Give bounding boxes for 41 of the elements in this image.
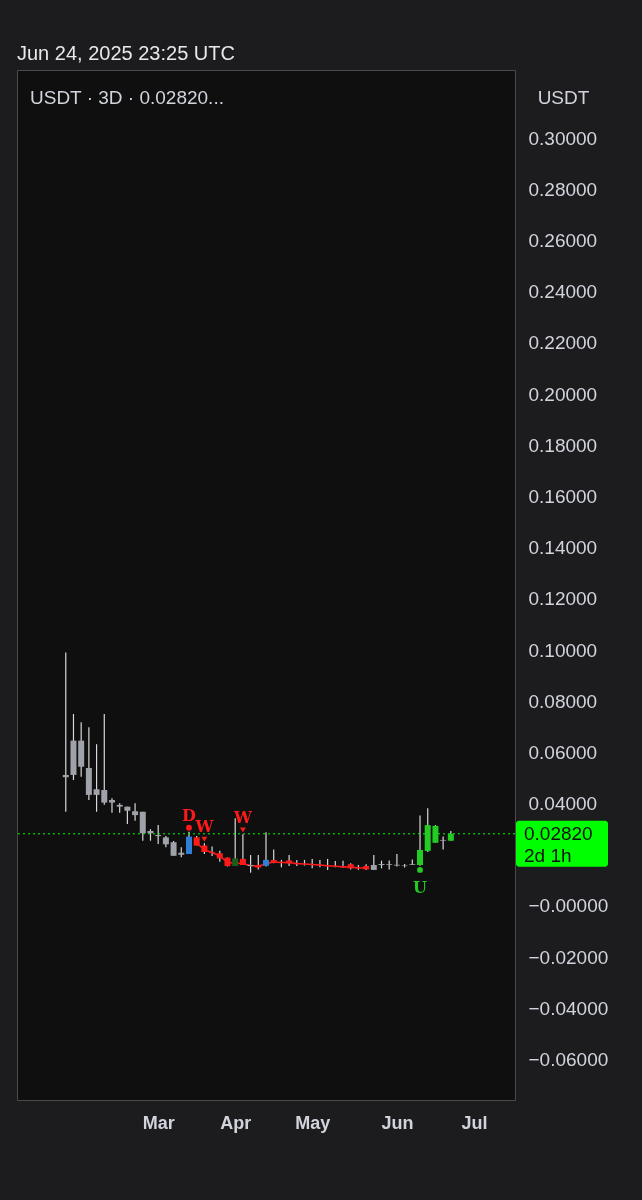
x-tick-label: Jun [381,1112,414,1133]
candlestick [393,853,400,868]
y-tick-label: 0.06000 [528,741,598,763]
candlestick [155,824,162,845]
x-tick-label: Jul [461,1112,488,1133]
point [239,827,246,833]
y-tick-label: 0.10000 [528,639,598,661]
candlestick [209,846,216,857]
y-tick-label: −0.06000 [528,1049,609,1071]
y-tick-label: 0.26000 [528,229,598,251]
text: Jun 24, 2025 23:25 UTC [17,42,235,64]
y-tick-label: 0.04000 [528,793,598,815]
x-tick-label: May [295,1112,331,1133]
candlestick [440,836,447,851]
ref-line-label: 0.02820 [524,822,593,844]
y-tick-label: 0.20000 [528,383,598,405]
candlestick [132,802,139,822]
y-tick-label: 0.30000 [528,127,598,149]
y-tick-label: 0.18000 [528,434,598,456]
y-tick-label: 0.28000 [528,178,598,200]
point [417,866,423,873]
data-label: W [194,817,215,837]
candlestick [263,831,269,868]
y-tick-label: 0.16000 [528,485,598,507]
y-axis-title: USDT [537,86,590,108]
text: 2d 1h [524,844,572,866]
y-tick-label: 0.08000 [528,690,598,712]
y-tick-label: 0.14000 [528,537,598,559]
point [186,824,192,831]
y-tick-label: 0.12000 [528,588,598,610]
data-label: W [232,807,253,827]
y-tick-label: −0.00000 [528,895,609,917]
y-tick-label: −0.02000 [528,946,609,968]
text: USDT · 3D · 0.02820... [30,87,224,108]
y-tick-label: 0.22000 [528,332,598,354]
x-tick-label: Mar [142,1112,175,1133]
x-tick-label: Apr [220,1112,252,1133]
y-tick-label: −0.04000 [528,997,609,1019]
data-label: U [413,877,428,897]
candlestick [108,797,115,814]
y-tick-label: 0.24000 [528,281,598,303]
